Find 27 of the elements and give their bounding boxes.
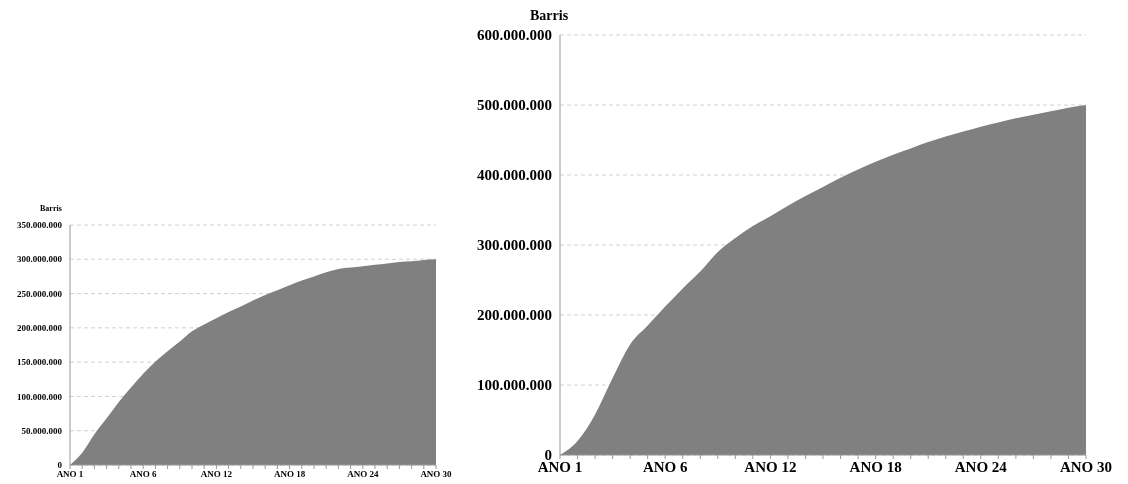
y-tick-label: 100.000.000 [477, 377, 552, 394]
x-tick-label: ANO 12 [200, 469, 233, 480]
y-tick-label: 500.000.000 [477, 97, 552, 114]
x-tick-label: ANO 18 [273, 469, 306, 480]
y-axis-title: Barris [530, 8, 569, 24]
y-tick-label: 200.000.000 [17, 323, 63, 334]
y-tick-label: 400.000.000 [477, 167, 552, 184]
y-tick-label: 50.000.000 [21, 425, 63, 436]
x-tick-label: ANO 30 [1059, 458, 1113, 475]
y-tick-label: 100.000.000 [17, 391, 63, 402]
y-tick-label: 250.000.000 [17, 288, 63, 299]
x-tick-label: ANO 24 [347, 469, 379, 480]
y-tick-label: 350.000.000 [17, 220, 63, 231]
y-tick-label: 150.000.000 [17, 357, 63, 368]
x-tick-label: ANO 6 [129, 469, 158, 480]
x-tick-label: ANO 6 [642, 458, 688, 475]
y-tick-label: 300.000.000 [17, 254, 63, 265]
y-tick-label: 0 [57, 460, 63, 471]
y-tick-label: 200.000.000 [477, 307, 552, 324]
y-axis-title: Barris [40, 204, 62, 213]
x-tick-label: ANO 18 [849, 458, 902, 475]
x-tick-label: ANO 1 [56, 469, 84, 480]
y-tick-label: 300.000.000 [477, 237, 552, 254]
x-tick-label: ANO 12 [744, 458, 797, 475]
y-tick-label: 600.000.000 [477, 27, 552, 44]
x-tick-label: ANO 24 [954, 458, 1008, 475]
x-tick-label: ANO 30 [420, 469, 453, 480]
